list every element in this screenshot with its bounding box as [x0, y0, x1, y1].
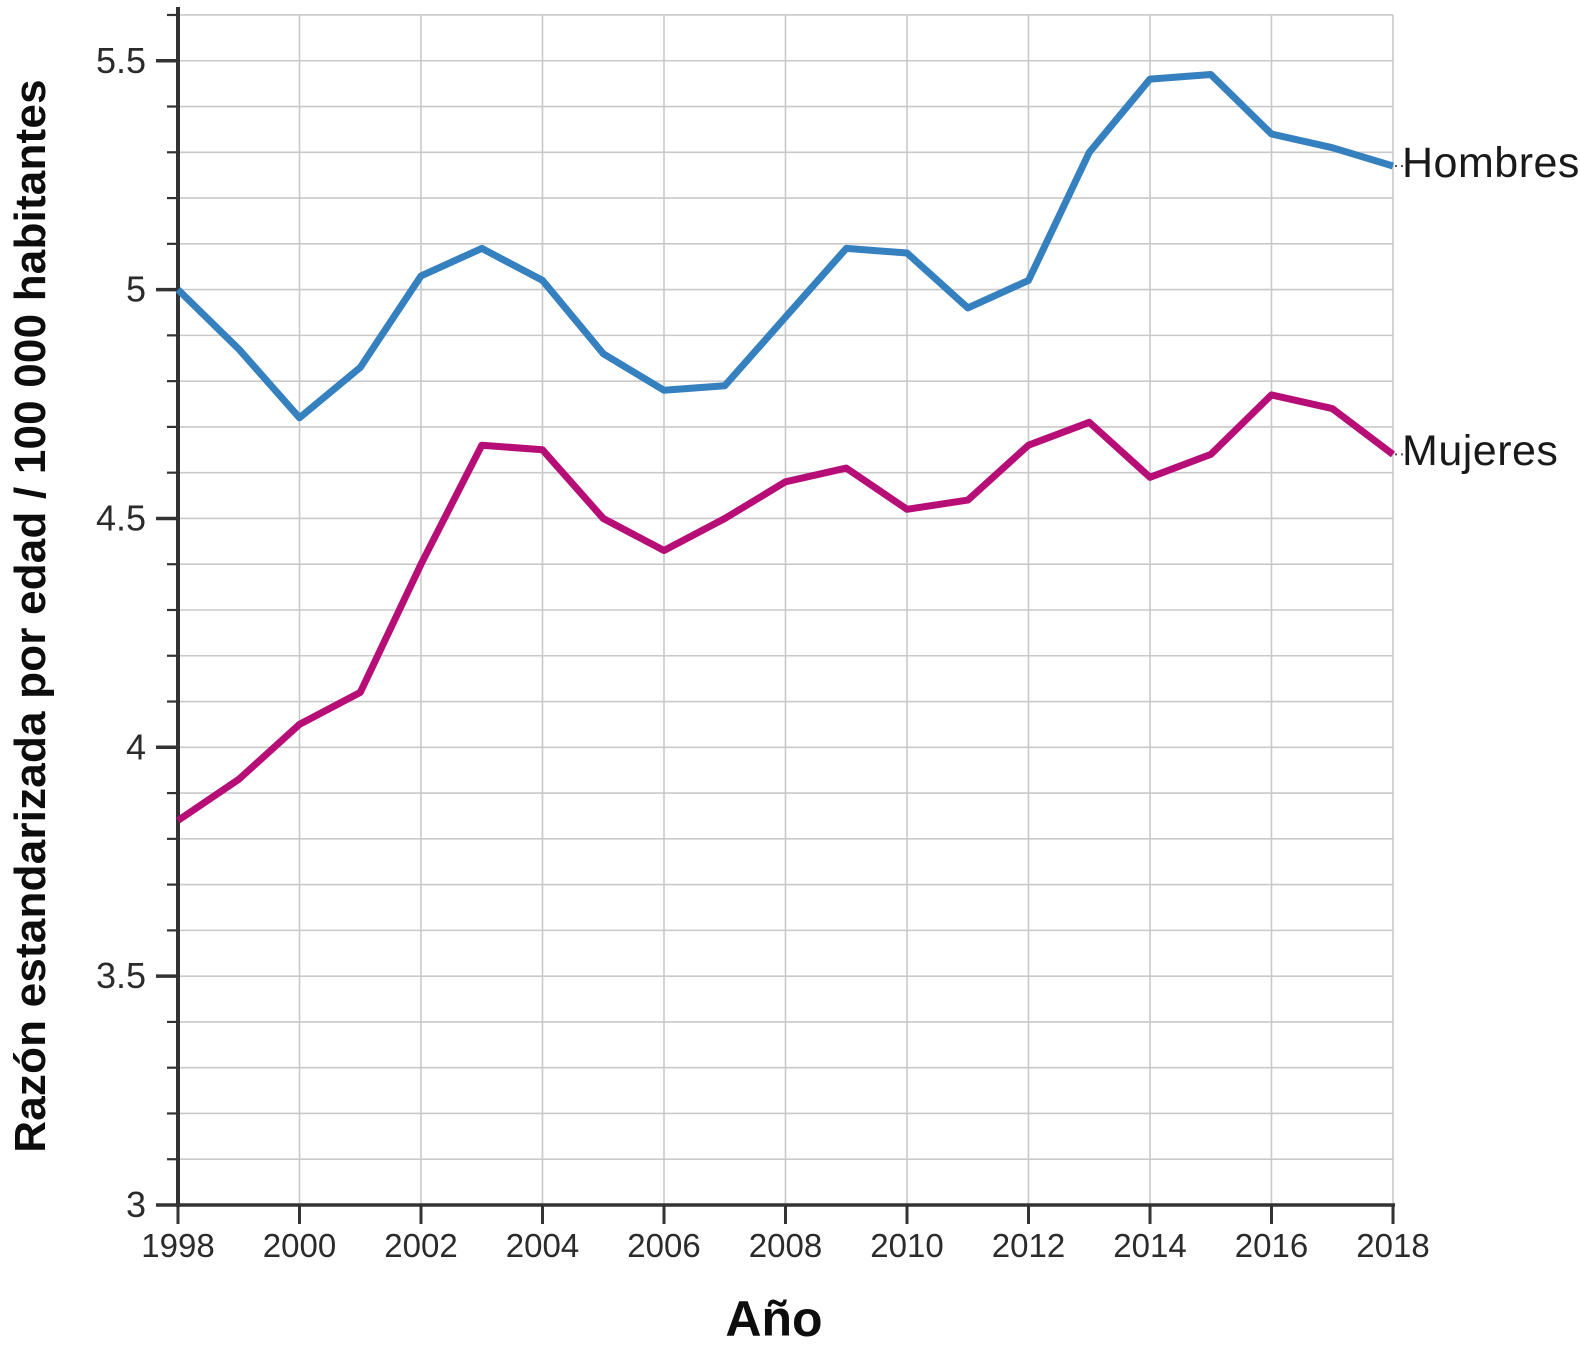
x-tick-label: 2016 [1235, 1227, 1308, 1264]
y-tick-label: 4 [126, 726, 146, 767]
y-tick-label: 3 [126, 1184, 146, 1225]
y-tick-label: 4.5 [96, 497, 146, 538]
series-label-mujeres: Mujeres [1402, 427, 1559, 475]
series-line-hombres [175, 71, 1395, 422]
y-tick-label: 3.5 [96, 955, 146, 996]
x-tick-label: 2018 [1356, 1227, 1429, 1264]
x-tick-label: 2010 [870, 1227, 943, 1264]
x-tick-label: 2012 [992, 1227, 1065, 1264]
x-tick-label: 1998 [141, 1227, 214, 1264]
series-label-hombres: Hombres [1402, 139, 1580, 187]
x-axis-title: Año [725, 1291, 823, 1347]
x-tick-label: 2006 [627, 1227, 700, 1264]
x-tick-label: 2002 [384, 1227, 457, 1264]
y-axis-title: Razón estandarizada por edad / 100 000 h… [6, 79, 55, 1153]
x-tick-label: 2008 [749, 1227, 822, 1264]
series-line-mujeres [176, 391, 1396, 824]
y-tick-label: 5 [126, 269, 146, 310]
x-tick-label: 2000 [263, 1227, 336, 1264]
y-tick-label: 5.5 [96, 40, 146, 81]
x-tick-label: 2014 [1113, 1227, 1186, 1264]
x-tick-label: 2004 [506, 1227, 579, 1264]
